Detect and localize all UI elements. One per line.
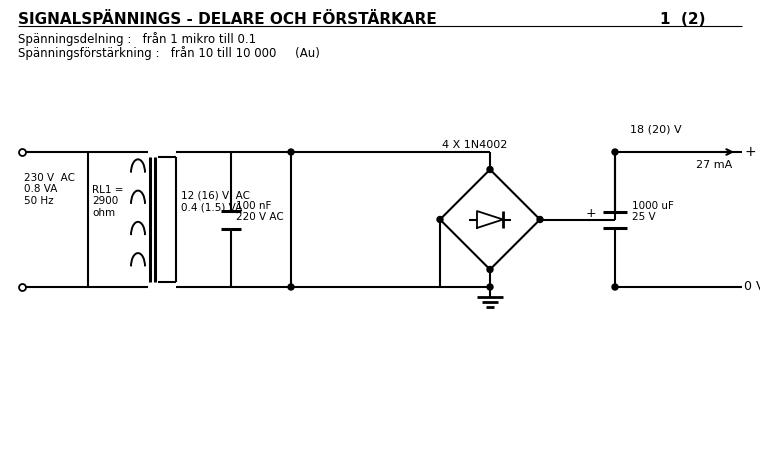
Text: 0 V: 0 V	[744, 281, 760, 293]
Text: SIGNALSPÄNNINGS - DELARE OCH FÖRSTÄRKARE: SIGNALSPÄNNINGS - DELARE OCH FÖRSTÄRKARE	[18, 12, 437, 27]
Text: 12 (16) V  AC
0.4 (1.5) VA: 12 (16) V AC 0.4 (1.5) VA	[181, 191, 250, 212]
Circle shape	[288, 149, 294, 155]
Text: RL1 =
2900
ohm: RL1 = 2900 ohm	[92, 185, 123, 218]
Text: +: +	[586, 207, 597, 220]
Circle shape	[487, 284, 493, 290]
Circle shape	[537, 217, 543, 222]
Text: 1  (2): 1 (2)	[660, 12, 705, 27]
Circle shape	[612, 149, 618, 155]
Text: 100 nF
220 V AC: 100 nF 220 V AC	[236, 201, 283, 222]
Text: Spänningsförstärkning :   från 10 till 10 000     (Au): Spänningsförstärkning : från 10 till 10 …	[18, 46, 320, 60]
Circle shape	[487, 267, 493, 273]
Text: Spänningsdelning :   från 1 mikro till 0.1: Spänningsdelning : från 1 mikro till 0.1	[18, 32, 256, 46]
Text: 18 (20) V: 18 (20) V	[630, 124, 682, 134]
Text: 27 mA: 27 mA	[695, 160, 732, 170]
Text: 230 V  AC
0.8 VA
50 Hz: 230 V AC 0.8 VA 50 Hz	[24, 173, 75, 206]
Text: 1000 uF
25 V: 1000 uF 25 V	[632, 201, 674, 222]
Circle shape	[487, 167, 493, 172]
Circle shape	[288, 284, 294, 290]
Circle shape	[437, 217, 443, 222]
Text: +: +	[744, 145, 755, 159]
Text: 4 X 1N4002: 4 X 1N4002	[442, 140, 508, 149]
Circle shape	[612, 284, 618, 290]
